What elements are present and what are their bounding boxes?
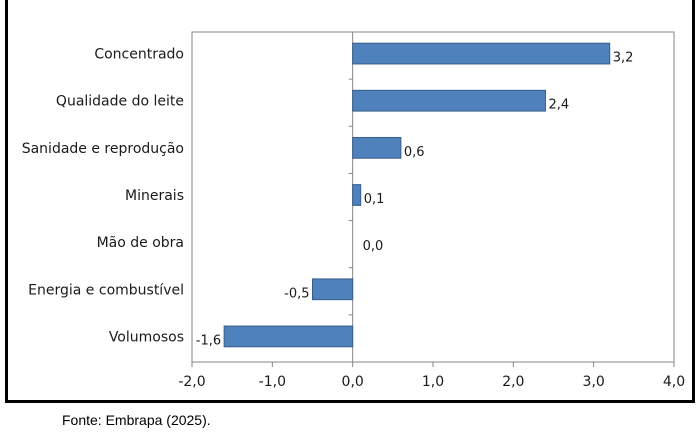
x-tick-label: 0,0 [342, 374, 364, 390]
x-tick-label: -1,0 [259, 374, 286, 390]
bar-0 [352, 42, 611, 65]
category-label: Minerais [125, 188, 184, 204]
category-label: Mão de obra [97, 235, 184, 251]
bar-5 [312, 278, 354, 301]
x-tick-label: 3,0 [583, 374, 605, 390]
bar-3 [352, 184, 362, 206]
source-note: Fonte: Embrapa (2025). [62, 412, 211, 428]
category-label: Energia e combustível [28, 282, 184, 298]
x-tick-label: 4,0 [663, 374, 685, 390]
category-label: Sanidade e reprodução [22, 141, 184, 157]
category-label: Qualidade do leite [56, 94, 184, 110]
value-label: 3,2 [613, 51, 634, 66]
value-label: 0,1 [364, 192, 385, 207]
value-label: -0,5 [284, 286, 309, 301]
x-tick-label: 1,0 [422, 374, 444, 390]
chart-frame: Concentrado Qualidade do leite Sanidade e … [5, 0, 695, 403]
value-label: -1,6 [196, 333, 221, 348]
category-label: Volumosos [109, 329, 184, 345]
value-label: 0,6 [404, 145, 425, 160]
category-label: Concentrado [94, 47, 184, 63]
value-label: 2,4 [548, 98, 569, 113]
x-tick-label: -2,0 [178, 374, 205, 390]
bar-1 [352, 89, 546, 112]
plot-area [191, 31, 675, 363]
bar-chart: Concentrado Qualidade do leite Sanidade e … [22, 31, 685, 390]
value-label: 0,0 [363, 239, 384, 254]
x-tick-label: 2,0 [502, 374, 524, 390]
bar-2 [352, 136, 402, 159]
bar-6 [223, 325, 354, 348]
